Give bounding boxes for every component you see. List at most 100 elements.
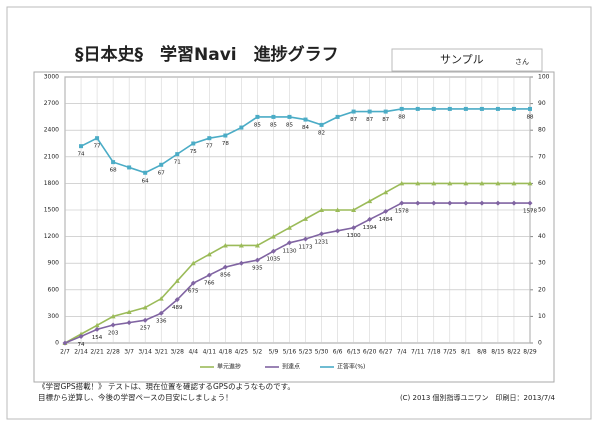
- marker: [303, 236, 309, 242]
- x-tick-label: 3/28: [170, 349, 184, 356]
- x-tick-label: 4/25: [235, 349, 249, 356]
- data-label: 75: [190, 149, 197, 155]
- y-tick-label: 900: [48, 260, 60, 267]
- marker: [110, 313, 116, 319]
- marker: [238, 242, 244, 248]
- marker: [174, 278, 180, 283]
- marker: [286, 225, 292, 230]
- y2-tick-label: 0: [538, 340, 542, 347]
- y2-tick-label: 70: [538, 153, 546, 160]
- marker: [383, 189, 389, 195]
- data-label: 1130: [282, 248, 296, 254]
- marker: [399, 180, 405, 186]
- marker: [78, 331, 84, 337]
- x-tick-label: 8/15: [491, 349, 505, 356]
- data-label: 1484: [379, 217, 393, 223]
- marker: [415, 106, 420, 111]
- marker: [351, 225, 357, 231]
- y2-tick-label: 50: [538, 207, 546, 214]
- data-label: 675: [188, 289, 199, 295]
- x-tick-label: 5/16: [283, 349, 297, 356]
- y-tick-label: 2400: [44, 127, 59, 134]
- data-label: 67: [158, 170, 165, 176]
- marker: [191, 141, 196, 146]
- marker: [431, 200, 437, 206]
- marker: [367, 198, 373, 204]
- legend-label: 到達点: [282, 363, 300, 371]
- y2-tick-label: 30: [538, 260, 546, 267]
- x-tick-label: 5/30: [315, 349, 329, 356]
- marker: [335, 207, 341, 212]
- marker: [158, 310, 164, 316]
- marker: [367, 216, 373, 222]
- marker: [158, 296, 164, 301]
- x-tick-label: 8/8: [477, 349, 487, 356]
- x-tick-label: 6/6: [333, 349, 343, 356]
- x-tick-label: 2/28: [106, 349, 120, 356]
- name-box: [391, 48, 543, 72]
- note: 目標から逆算し、今後の学習ペースの目安にしましょう！: [38, 392, 233, 402]
- data-label: 68: [110, 168, 117, 174]
- marker: [270, 248, 276, 254]
- honorific: さん: [515, 58, 529, 66]
- marker: [495, 106, 500, 111]
- data-label: 336: [156, 319, 167, 325]
- student-name: サンプル: [440, 53, 484, 66]
- y-tick-label: 1500: [44, 207, 59, 214]
- y2-tick-label: 90: [538, 100, 546, 107]
- marker: [111, 160, 116, 165]
- legend-label: 正答率(%): [337, 363, 365, 371]
- marker: [447, 180, 453, 186]
- data-label: 1300: [347, 233, 361, 239]
- x-tick-label: 4/4: [188, 349, 198, 356]
- data-label: 74: [78, 342, 85, 348]
- marker: [95, 136, 100, 141]
- marker: [255, 114, 260, 119]
- marker: [415, 200, 421, 206]
- marker: [351, 109, 356, 114]
- x-tick-label: 5/9: [269, 349, 279, 356]
- marker: [431, 106, 436, 111]
- data-label: 1578: [523, 209, 537, 215]
- marker: [110, 322, 116, 328]
- marker: [94, 322, 100, 328]
- x-tick-label: 3/14: [138, 349, 152, 356]
- y2-tick-label: 60: [538, 180, 546, 187]
- marker: [222, 264, 228, 270]
- marker: [175, 152, 180, 157]
- marker: [126, 309, 132, 314]
- marker: [511, 200, 517, 206]
- chart-title: §日本史§ 学習Navi 進捗グラフ: [75, 44, 339, 65]
- data-label: 74: [78, 152, 85, 158]
- marker: [207, 136, 212, 141]
- data-label: 257: [140, 326, 151, 332]
- x-tick-label: 8/29: [523, 349, 537, 356]
- marker: [415, 180, 421, 186]
- data-label: 64: [142, 178, 149, 184]
- marker: [206, 251, 212, 257]
- series-line: [64, 182, 530, 344]
- data-label: 87: [350, 117, 357, 123]
- marker: [222, 242, 228, 248]
- y2-tick-label: 40: [538, 233, 546, 240]
- marker: [319, 122, 324, 127]
- marker: [527, 180, 533, 186]
- marker: [254, 242, 260, 248]
- marker: [399, 106, 404, 111]
- data-label: 78: [222, 141, 229, 147]
- x-tick-label: 8/22: [507, 349, 521, 356]
- marker: [143, 170, 148, 175]
- x-tick-label: 7/11: [411, 349, 425, 356]
- x-tick-label: 4/11: [203, 349, 217, 356]
- data-label: 1394: [363, 225, 377, 231]
- data-label: 1035: [266, 257, 280, 263]
- data-label: 154: [92, 335, 103, 341]
- marker: [270, 234, 276, 239]
- data-label: 1578: [395, 209, 409, 215]
- data-label: 77: [94, 144, 101, 150]
- marker: [383, 208, 389, 214]
- x-tick-label: 7/18: [427, 349, 441, 356]
- marker: [319, 207, 325, 212]
- note: 《学習GPS搭載！》 テストは、現在位置を確認するGPSのようなものです。: [38, 381, 295, 391]
